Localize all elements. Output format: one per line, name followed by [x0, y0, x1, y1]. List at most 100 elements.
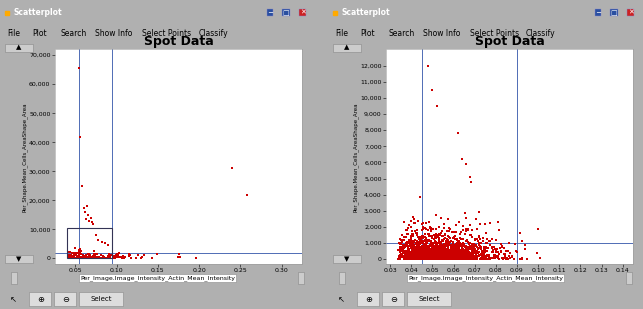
Point [430, 246, 440, 251]
Point [481, 254, 491, 259]
Point [450, 250, 460, 255]
Point [483, 256, 493, 261]
Point [409, 255, 419, 260]
Point [405, 239, 415, 243]
Point [435, 246, 445, 251]
Point [401, 235, 412, 240]
Point [463, 244, 473, 249]
Point [431, 251, 442, 256]
Point [472, 255, 482, 260]
Point [453, 249, 464, 254]
Point [429, 257, 439, 262]
Point [419, 247, 429, 252]
Point [432, 253, 442, 258]
Point [435, 243, 445, 248]
Point [406, 254, 416, 259]
Point [420, 256, 430, 260]
Point [407, 249, 417, 254]
Point [430, 233, 440, 238]
Point [68, 254, 78, 259]
Text: Select: Select [419, 296, 440, 302]
Point [64, 253, 75, 258]
Point [420, 246, 430, 251]
Point [421, 248, 431, 252]
Point [502, 256, 512, 261]
Point [64, 253, 75, 258]
Point [437, 254, 448, 259]
Point [411, 249, 421, 254]
Point [471, 257, 482, 262]
Point [440, 248, 451, 253]
Point [401, 251, 411, 256]
Point [451, 242, 461, 247]
Point [458, 247, 468, 252]
Point [437, 242, 447, 247]
Point [430, 257, 440, 262]
Point [110, 256, 120, 260]
Point [481, 231, 491, 235]
Point [482, 253, 492, 258]
Point [450, 252, 460, 257]
Point [442, 244, 453, 249]
Point [427, 256, 437, 260]
Point [433, 253, 443, 258]
Point [443, 237, 453, 242]
Point [428, 248, 439, 253]
Point [434, 236, 444, 241]
Point [433, 256, 444, 261]
Point [436, 256, 446, 260]
Point [430, 252, 440, 256]
Point [413, 236, 424, 241]
Point [403, 255, 413, 260]
Point [426, 254, 437, 259]
Point [422, 248, 432, 253]
Point [496, 256, 507, 260]
Point [443, 250, 453, 255]
Point [418, 234, 428, 239]
Point [430, 251, 440, 256]
Point [425, 243, 435, 248]
Point [90, 255, 100, 260]
Point [465, 222, 475, 227]
Point [488, 244, 498, 249]
Point [69, 256, 79, 260]
Point [408, 248, 418, 253]
Point [412, 252, 422, 257]
Point [421, 256, 431, 261]
Point [464, 253, 475, 258]
Point [401, 249, 411, 254]
Point [430, 256, 440, 261]
Point [424, 254, 434, 259]
Point [485, 255, 495, 260]
Point [418, 254, 428, 259]
Point [428, 256, 439, 261]
Point [425, 255, 435, 260]
Point [419, 252, 430, 257]
Point [431, 256, 442, 261]
Point [97, 256, 107, 260]
Point [398, 255, 408, 260]
Point [468, 256, 478, 261]
Point [422, 254, 433, 259]
Point [431, 249, 442, 254]
Point [435, 256, 446, 261]
Point [473, 253, 483, 258]
Point [435, 255, 446, 260]
Point [147, 255, 157, 260]
Point [466, 232, 476, 237]
Point [410, 256, 420, 261]
Point [80, 254, 90, 259]
Point [409, 242, 419, 247]
Point [124, 251, 134, 256]
Point [424, 252, 434, 257]
Point [446, 249, 456, 254]
Point [425, 248, 435, 253]
Point [413, 242, 424, 247]
Point [410, 255, 420, 260]
Point [481, 246, 491, 251]
Point [429, 252, 439, 257]
Point [439, 231, 449, 236]
Point [457, 243, 467, 248]
Point [449, 243, 459, 248]
Point [417, 255, 428, 260]
